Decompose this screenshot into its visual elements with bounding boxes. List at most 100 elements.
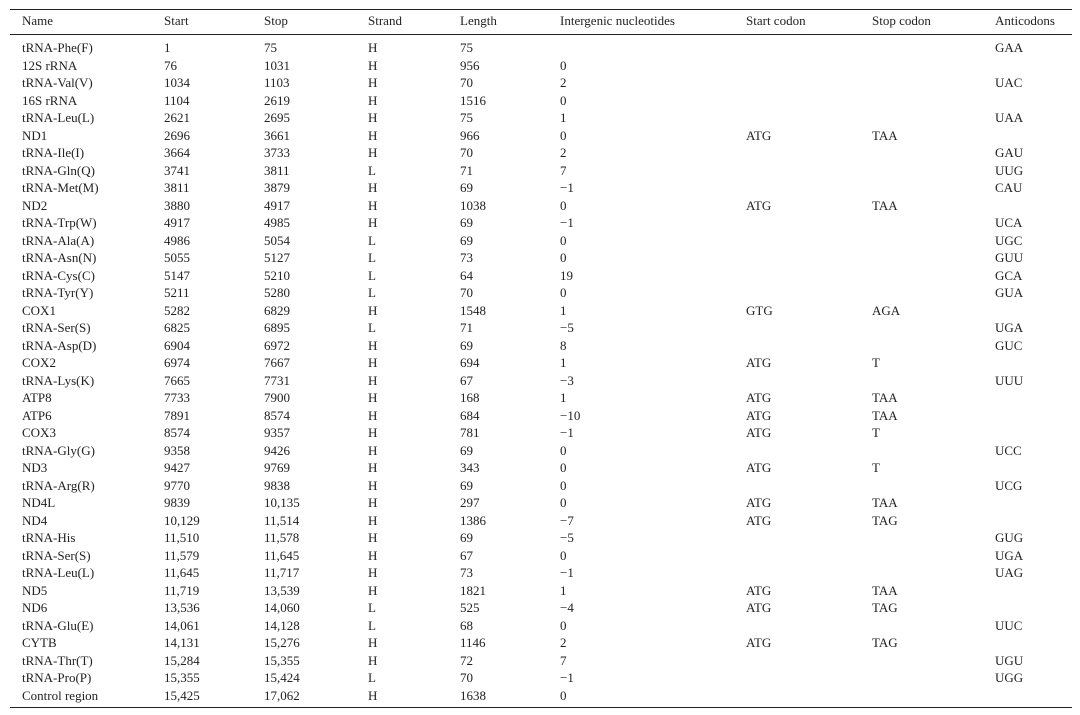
table-cell: 5147: [164, 267, 190, 283]
table-cell: 1: [560, 110, 567, 125]
table-cell: 2619: [264, 92, 290, 108]
table-cell: ND4: [22, 512, 48, 528]
table-cell: 3661: [264, 127, 290, 143]
table-cell: H: [368, 547, 378, 563]
table-cell: tRNA-Asn(N): [22, 250, 97, 265]
table-cell: H: [368, 460, 378, 475]
header-cell: Start: [164, 13, 189, 28]
table-cell: 14,131: [164, 635, 200, 650]
table-cell: 5280: [264, 285, 290, 300]
table-cell: TAA: [872, 127, 898, 143]
table-cell: 5282: [164, 302, 190, 318]
header-cell: Intergenic nucleotides: [560, 13, 675, 28]
table-cell: COX1: [22, 302, 56, 318]
table-cell: UUC: [995, 617, 1023, 633]
table-cell: 11,645: [264, 547, 300, 563]
table-cell: −5: [560, 530, 574, 545]
table-cell: 525: [460, 600, 480, 615]
table-cell: 1031: [264, 57, 290, 73]
table-cell: ND4L: [22, 495, 56, 510]
table-cell: 70: [460, 75, 473, 90]
header-cell: Length: [460, 13, 497, 28]
table-cell: 14,128: [264, 617, 300, 633]
table-cell: 2: [560, 635, 567, 650]
table-cell: H: [368, 652, 378, 668]
table-cell: ATG: [746, 600, 772, 615]
table-cell: 168: [460, 390, 480, 405]
table-cell: −3: [560, 372, 574, 388]
table-cell: −1: [560, 215, 574, 230]
table-cell: 1038: [460, 197, 486, 213]
table-cell: 15,276: [264, 635, 300, 650]
table-cell: 0: [560, 687, 567, 703]
table-cell: L: [368, 320, 376, 335]
table-cell: 9839: [164, 495, 190, 510]
table-cell: GUC: [995, 337, 1023, 353]
table-cell: UCG: [995, 477, 1023, 493]
table-cell: 7733: [164, 390, 190, 405]
table-cell: −1: [560, 425, 574, 440]
table-cell: L: [368, 670, 376, 685]
table-cell: tRNA-Leu(L): [22, 565, 95, 580]
table-cell: ND5: [22, 582, 48, 598]
table-cell: 75: [460, 110, 473, 125]
table-cell: 67: [460, 372, 473, 388]
table-cell: 6829: [264, 302, 290, 318]
table-cell: 76: [164, 57, 177, 73]
table-cell: 15,424: [264, 670, 300, 685]
table-cell: TAA: [872, 197, 898, 213]
table-cell: TAA: [872, 582, 898, 598]
table-cell: GAA: [995, 40, 1024, 55]
table-cell: ATP8: [22, 390, 52, 405]
table-cell: TAA: [872, 495, 898, 510]
table-cell: UAG: [995, 565, 1024, 580]
table-cell: 14,061: [164, 617, 200, 633]
table-cell: ATG: [746, 355, 772, 370]
table-cell: tRNA-His: [22, 530, 76, 545]
table-cell: H: [368, 582, 378, 598]
table-cell: 9426: [264, 442, 290, 458]
table-cell: H: [368, 425, 378, 440]
table-cell: 2: [560, 145, 567, 160]
table-cell: 1386: [460, 512, 486, 528]
table-cell: L: [368, 617, 376, 633]
table-cell: 1146: [460, 635, 486, 650]
table-cell: −1: [560, 670, 574, 685]
table-cell: H: [368, 40, 378, 55]
table-cell: 2695: [264, 110, 290, 125]
table-cell: tRNA-Phe(F): [22, 40, 93, 55]
table-cell: 15,355: [164, 670, 200, 685]
table-cell: tRNA-Lys(K): [22, 372, 95, 388]
table-cell: −5: [560, 320, 574, 335]
table-cell: ATG: [746, 582, 772, 598]
table-cell: 16S rRNA: [22, 92, 78, 108]
table-cell: 0: [560, 92, 567, 108]
table-cell: 4985: [264, 215, 290, 230]
table-cell: 15,425: [164, 687, 200, 703]
table-cell: L: [368, 267, 376, 283]
table-cell: 13,536: [164, 600, 200, 615]
table-cell: H: [368, 477, 378, 493]
table-cell: 2696: [164, 127, 190, 143]
table-cell: 75: [264, 40, 277, 55]
table-cell: TAA: [872, 407, 898, 423]
header-cell: Stop: [264, 13, 288, 28]
table-cell: H: [368, 145, 378, 160]
table-cell: 5054: [264, 232, 290, 248]
table-cell: 0: [560, 477, 567, 493]
table-cell: 5127: [264, 250, 290, 265]
table-cell: 10,129: [164, 512, 200, 528]
table-cell: H: [368, 372, 378, 388]
table-cell: 4917: [164, 215, 190, 230]
table-cell: 73: [460, 565, 473, 580]
table-cell: 71: [460, 162, 473, 178]
table-cell: 6972: [264, 337, 290, 353]
table-cell: −10: [560, 407, 581, 423]
table-cell: 966: [460, 127, 480, 143]
table-cell: GUU: [995, 250, 1024, 265]
table-cell: 9770: [164, 477, 190, 493]
table-cell: L: [368, 232, 376, 248]
table-cell: tRNA-Val(V): [22, 75, 93, 90]
table-cell: 15,355: [264, 652, 300, 668]
